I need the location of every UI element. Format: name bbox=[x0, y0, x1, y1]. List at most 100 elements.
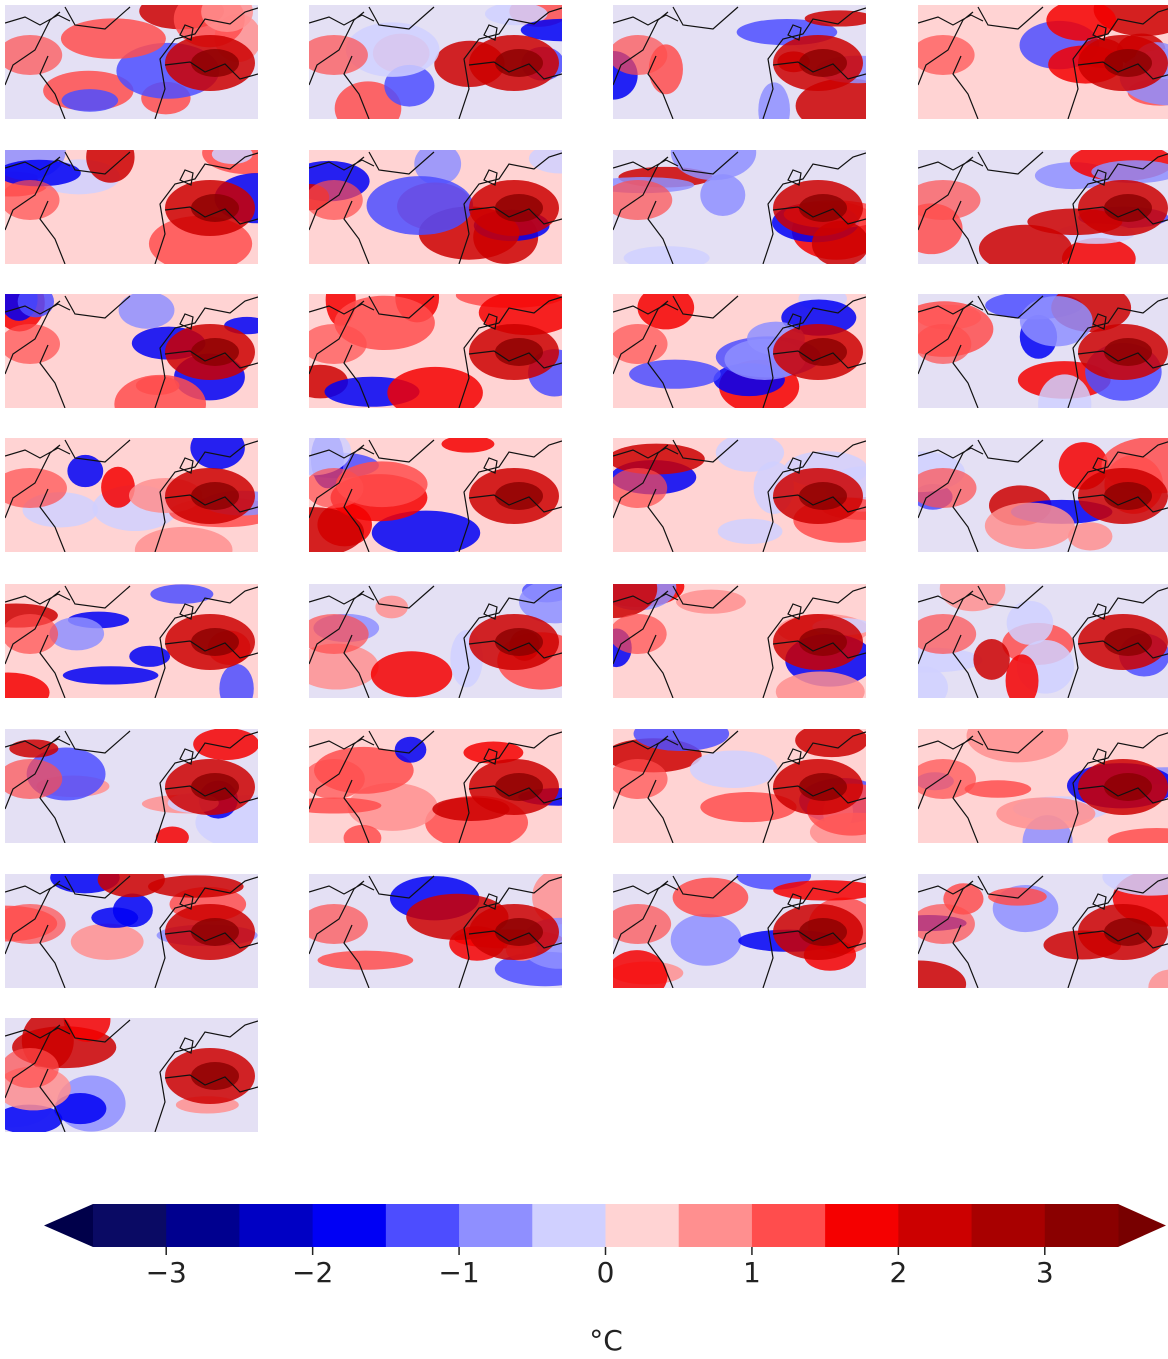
america-blob bbox=[609, 614, 666, 654]
map-panel bbox=[874, 566, 1168, 709]
colorbar-bin bbox=[313, 1204, 387, 1247]
map-field bbox=[589, 5, 900, 138]
america-blob bbox=[0, 324, 60, 364]
europe-core bbox=[495, 194, 543, 222]
anomaly-blob bbox=[272, 427, 351, 476]
map-panel bbox=[287, 729, 599, 851]
europe-core bbox=[799, 773, 847, 801]
colorbar-bin bbox=[239, 1204, 313, 1247]
anomaly-blob bbox=[572, 559, 657, 618]
map-panel bbox=[300, 870, 598, 988]
america-blob bbox=[910, 759, 976, 799]
anomaly-blob bbox=[979, 225, 1072, 273]
america-blob bbox=[911, 35, 974, 75]
map-field bbox=[895, 284, 1168, 435]
europe-core bbox=[1104, 194, 1152, 222]
anomaly-blob bbox=[1038, 374, 1091, 434]
anomaly-blob bbox=[318, 951, 414, 970]
map-panel bbox=[0, 0, 261, 119]
europe-core bbox=[191, 194, 239, 222]
map-panel bbox=[589, 5, 900, 138]
colorbar-tick-label: −3 bbox=[146, 1256, 187, 1289]
america-blob bbox=[915, 324, 972, 364]
map-panel bbox=[300, 0, 601, 135]
map-field bbox=[300, 0, 601, 135]
europe-core bbox=[495, 338, 543, 366]
colorbar-bin bbox=[166, 1204, 240, 1247]
europe-core bbox=[1104, 918, 1152, 946]
figure: −3−2−10123 °C bbox=[0, 0, 1168, 1359]
europe-core bbox=[191, 1062, 239, 1090]
map-panel bbox=[608, 433, 910, 552]
colorbar-tick-label: −1 bbox=[438, 1256, 479, 1289]
america-blob bbox=[609, 468, 667, 508]
europe-core bbox=[799, 918, 847, 946]
america-blob bbox=[604, 180, 673, 220]
america-blob bbox=[301, 324, 366, 364]
america-blob bbox=[609, 35, 668, 75]
anomaly-blob bbox=[190, 426, 244, 469]
anomaly-blob bbox=[101, 467, 135, 508]
map-panel bbox=[911, 0, 1168, 119]
anomaly-blob bbox=[367, 176, 474, 235]
america-blob bbox=[910, 614, 976, 654]
anomaly-blob bbox=[795, 723, 868, 757]
anomaly-blob bbox=[344, 825, 382, 851]
map-panel bbox=[288, 143, 592, 264]
europe-core bbox=[191, 482, 239, 510]
colorbar-bin bbox=[386, 1204, 460, 1247]
map-field bbox=[605, 862, 880, 1001]
anomaly-blob bbox=[212, 144, 253, 164]
anomaly-blob bbox=[150, 584, 213, 603]
anomaly-blob bbox=[700, 174, 745, 216]
anomaly-blob bbox=[1020, 296, 1093, 346]
map-panels bbox=[0, 0, 1168, 1134]
europe-core bbox=[191, 338, 239, 366]
map-field bbox=[0, 584, 258, 713]
anomaly-blob bbox=[219, 664, 253, 713]
anomaly-blob bbox=[61, 18, 166, 59]
america-blob bbox=[299, 614, 368, 654]
map-field bbox=[572, 559, 875, 711]
europe-core bbox=[191, 918, 239, 946]
america-blob bbox=[0, 180, 59, 220]
map-panel bbox=[0, 584, 258, 713]
anomaly-blob bbox=[898, 666, 948, 708]
anomaly-blob bbox=[676, 590, 746, 614]
anomaly-blob bbox=[119, 292, 175, 329]
map-panel bbox=[605, 716, 902, 851]
anomaly-blob bbox=[805, 10, 874, 26]
europe-core bbox=[1104, 482, 1152, 510]
colorbar-tick-label: 3 bbox=[1036, 1256, 1054, 1289]
map-field bbox=[261, 427, 562, 557]
europe-core bbox=[191, 773, 239, 801]
map-field bbox=[0, 998, 258, 1134]
america-blob bbox=[608, 324, 667, 364]
map-field bbox=[0, 728, 302, 850]
europe-core bbox=[1104, 628, 1152, 656]
map-field bbox=[873, 858, 1168, 1008]
anomaly-blob bbox=[637, 286, 694, 330]
colorbar-bin bbox=[898, 1204, 972, 1247]
america-blob bbox=[0, 35, 62, 75]
map-panel bbox=[900, 143, 1168, 280]
map-panel bbox=[261, 427, 562, 557]
anomaly-blob bbox=[690, 750, 778, 788]
america-blob bbox=[0, 759, 62, 799]
anomaly-blob bbox=[136, 376, 180, 395]
america-blob bbox=[906, 180, 981, 220]
colorbar-extend-low bbox=[44, 1204, 93, 1247]
anomaly-blob bbox=[629, 360, 721, 389]
anomaly-blob bbox=[1006, 654, 1039, 707]
map-panel bbox=[0, 122, 298, 272]
map-field bbox=[608, 433, 910, 552]
anomaly-blob bbox=[441, 435, 494, 452]
map-field bbox=[288, 143, 592, 264]
map-panel bbox=[294, 579, 590, 698]
colorbar-tick-label: 1 bbox=[743, 1256, 761, 1289]
anomaly-blob bbox=[758, 82, 790, 138]
anomaly-blob bbox=[91, 907, 138, 928]
america-blob bbox=[303, 759, 365, 799]
europe-core bbox=[799, 482, 847, 510]
anomaly-blob bbox=[371, 651, 452, 697]
